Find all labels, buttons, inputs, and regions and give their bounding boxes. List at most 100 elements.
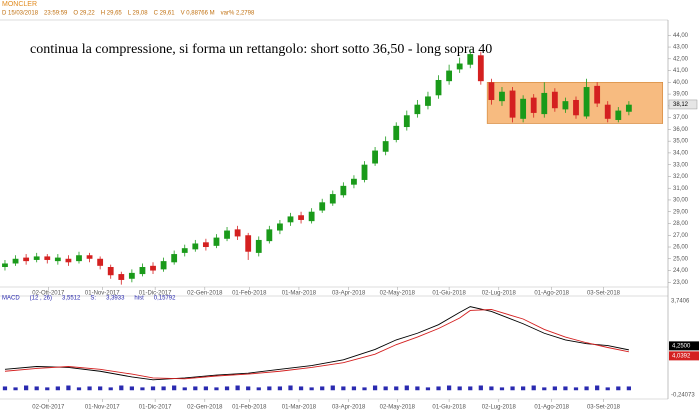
candle-body (329, 194, 336, 204)
candle-body (583, 87, 590, 117)
x-tick-label: 02-Lug-2018 (482, 405, 517, 411)
candle-body (298, 215, 304, 220)
histogram-bar (521, 386, 526, 391)
histogram-bar (129, 386, 134, 391)
y-tick-label: 39,00 (673, 92, 689, 98)
x-tick-label: 02-Gen-2018 (187, 405, 223, 411)
candle-body (456, 63, 463, 70)
x-tick-label: 01-Feb-2018 (232, 405, 267, 411)
candle-body (245, 235, 252, 252)
histogram-bar (288, 385, 293, 391)
histogram-bar (309, 387, 314, 391)
histogram-bar (320, 386, 325, 391)
macd-line (4, 309, 629, 380)
candle-body (520, 98, 527, 119)
histogram-bar (224, 386, 230, 391)
histogram-bar (446, 385, 452, 391)
candle-body (97, 258, 104, 266)
last-price-label: 38,12 (673, 102, 689, 108)
macd-title: MACD (2, 296, 20, 302)
candle-body (107, 267, 114, 276)
candle-body (382, 141, 389, 152)
x-tick-label: 01-Dic-2017 (139, 405, 172, 411)
x-tick-label: 03-Set-2018 (587, 405, 621, 411)
value-label: 4,0392 (672, 353, 691, 359)
candle-body (562, 101, 569, 110)
histogram-bar (45, 387, 50, 391)
macd-header: hist (134, 296, 144, 302)
histogram-bar (394, 386, 399, 391)
x-tick-label: 01-Dic-2017 (139, 291, 172, 297)
y-tick-label: 27,00 (673, 233, 689, 239)
last-price-box (668, 99, 698, 110)
histogram-bar (404, 385, 409, 391)
candle-body (287, 216, 294, 223)
x-tick-label: 01-Nov-2017 (85, 291, 120, 297)
y-tick-label: 33,00 (673, 162, 689, 168)
candle-body (234, 229, 241, 237)
histogram-bar (341, 386, 346, 391)
candle-body (171, 254, 178, 263)
y-tick-label: 34,00 (673, 150, 689, 156)
candle-body (425, 96, 431, 106)
histogram-bar (267, 386, 272, 391)
histogram-bar (595, 385, 600, 391)
x-tick-label: 01-Mar-2018 (282, 291, 317, 297)
candle-body (65, 258, 72, 263)
y-tick-label: 29,00 (673, 209, 689, 215)
candle-body (488, 82, 495, 100)
candle-body (12, 258, 19, 264)
candle-body (499, 91, 505, 102)
candle-body (604, 104, 611, 119)
candle-body (351, 178, 357, 185)
histogram-bar (235, 385, 240, 391)
y-tick-label: 23,00 (673, 280, 689, 286)
x-tick-label: 03-Apr-2018 (332, 405, 366, 411)
histogram-bar (55, 386, 60, 391)
y-tick-label: 37,00 (673, 115, 689, 121)
info-field: 23:59:59 (44, 11, 68, 17)
x-tick-label: 03-Apr-2018 (332, 291, 366, 297)
x-tick-label: 01-Giu-2018 (432, 405, 466, 411)
value-label-box (669, 341, 699, 351)
y-tick-label: 41,00 (673, 68, 689, 74)
candle-body (33, 256, 40, 260)
histogram-bar (298, 386, 304, 391)
histogram-bar (98, 386, 103, 391)
histogram-bar (140, 387, 145, 391)
candle-body (224, 230, 230, 239)
histogram-bar (87, 386, 92, 391)
x-tick-label: 02-May-2018 (380, 405, 416, 411)
candle-body (467, 54, 474, 65)
y-tick-label: 44,00 (673, 33, 689, 39)
candle-body (23, 257, 30, 262)
histogram-bar (2, 386, 8, 391)
candle-body (393, 125, 400, 140)
candle-body (202, 242, 209, 248)
y-tick-label: 35,00 (673, 139, 689, 145)
histogram-bar (203, 386, 209, 391)
y-tick-label: 42,00 (673, 56, 689, 62)
histogram-bar (161, 386, 166, 391)
info-field: H 29,65 (101, 11, 123, 17)
candle-body (118, 274, 125, 280)
x-tick-label: 03-Set-2018 (587, 291, 621, 297)
candle-body (128, 272, 135, 279)
histogram-bar (13, 387, 18, 391)
histogram-bar (362, 387, 367, 391)
x-tick-label: 02-May-2018 (380, 291, 416, 297)
candle-body (435, 79, 442, 96)
histogram-bar (425, 387, 431, 391)
candle-body (509, 90, 516, 118)
histogram-bar (605, 387, 610, 391)
histogram-bar (489, 386, 494, 391)
histogram-bar (626, 386, 631, 391)
histogram-bar (415, 386, 420, 391)
macd-header: 0,15792 (154, 296, 176, 302)
x-tick-label: 02-Gen-2018 (187, 291, 223, 297)
histogram-bar (499, 387, 505, 391)
histogram-bar (108, 387, 113, 391)
histogram-bar (584, 386, 589, 391)
